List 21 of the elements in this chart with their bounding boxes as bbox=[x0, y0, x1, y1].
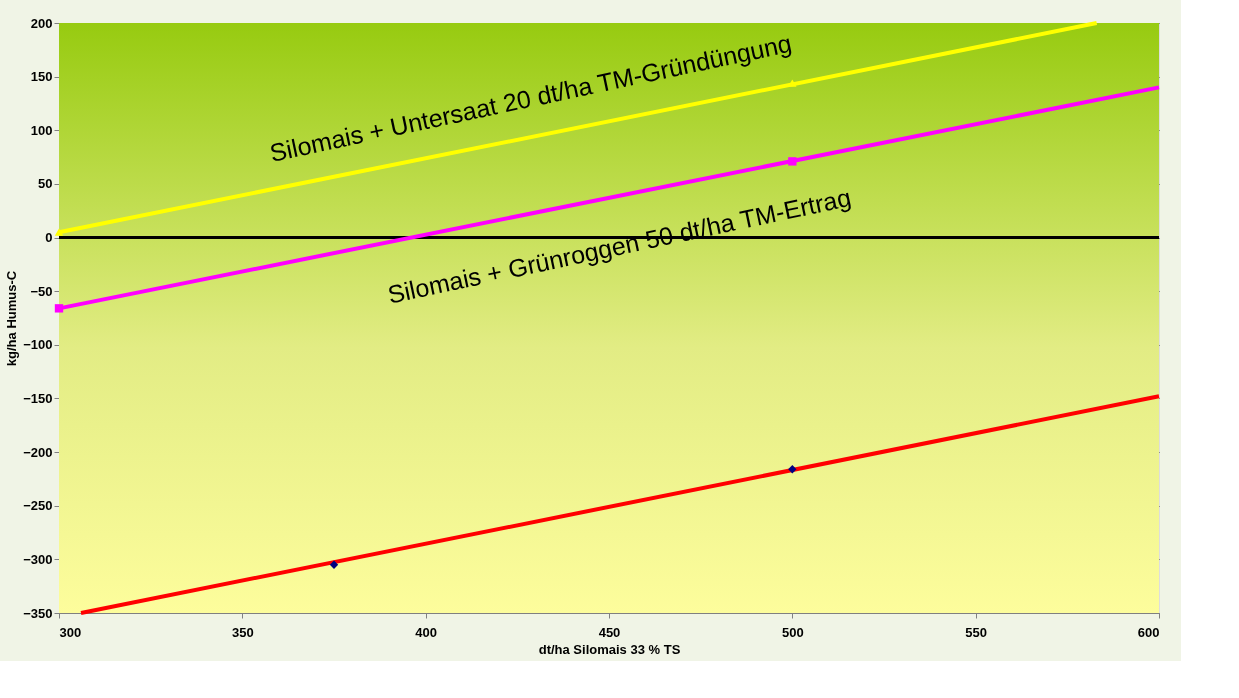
y-tick-label: −250 bbox=[23, 498, 53, 514]
y-tick-label: 100 bbox=[30, 122, 53, 138]
y-tick-label: 150 bbox=[30, 69, 53, 85]
x-tick-label: 400 bbox=[415, 624, 438, 640]
x-tick-label: 300 bbox=[59, 624, 82, 640]
x-tick-label: 600 bbox=[1137, 624, 1160, 640]
x-tick-label: 450 bbox=[598, 624, 621, 640]
x-tick-label: 350 bbox=[231, 624, 254, 640]
y-tick-label: −300 bbox=[23, 551, 53, 567]
y-tick-label: −200 bbox=[23, 444, 53, 460]
x-tick-label: 550 bbox=[965, 624, 988, 640]
y-tick-label: 0 bbox=[45, 230, 53, 246]
y-tick-label: −100 bbox=[23, 337, 53, 353]
y-tick-label: −350 bbox=[23, 605, 53, 621]
x-axis-title: dt/ha Silomais 33 % TS bbox=[538, 641, 681, 657]
x-tick-label: 500 bbox=[781, 624, 804, 640]
y-tick-label: 200 bbox=[30, 15, 53, 31]
y-tick-label: −50 bbox=[30, 283, 53, 299]
y-tick-label: −150 bbox=[23, 390, 53, 406]
y-axis-title: kg/ha Humus-C bbox=[4, 270, 20, 367]
y-tick-label: 50 bbox=[38, 176, 53, 192]
